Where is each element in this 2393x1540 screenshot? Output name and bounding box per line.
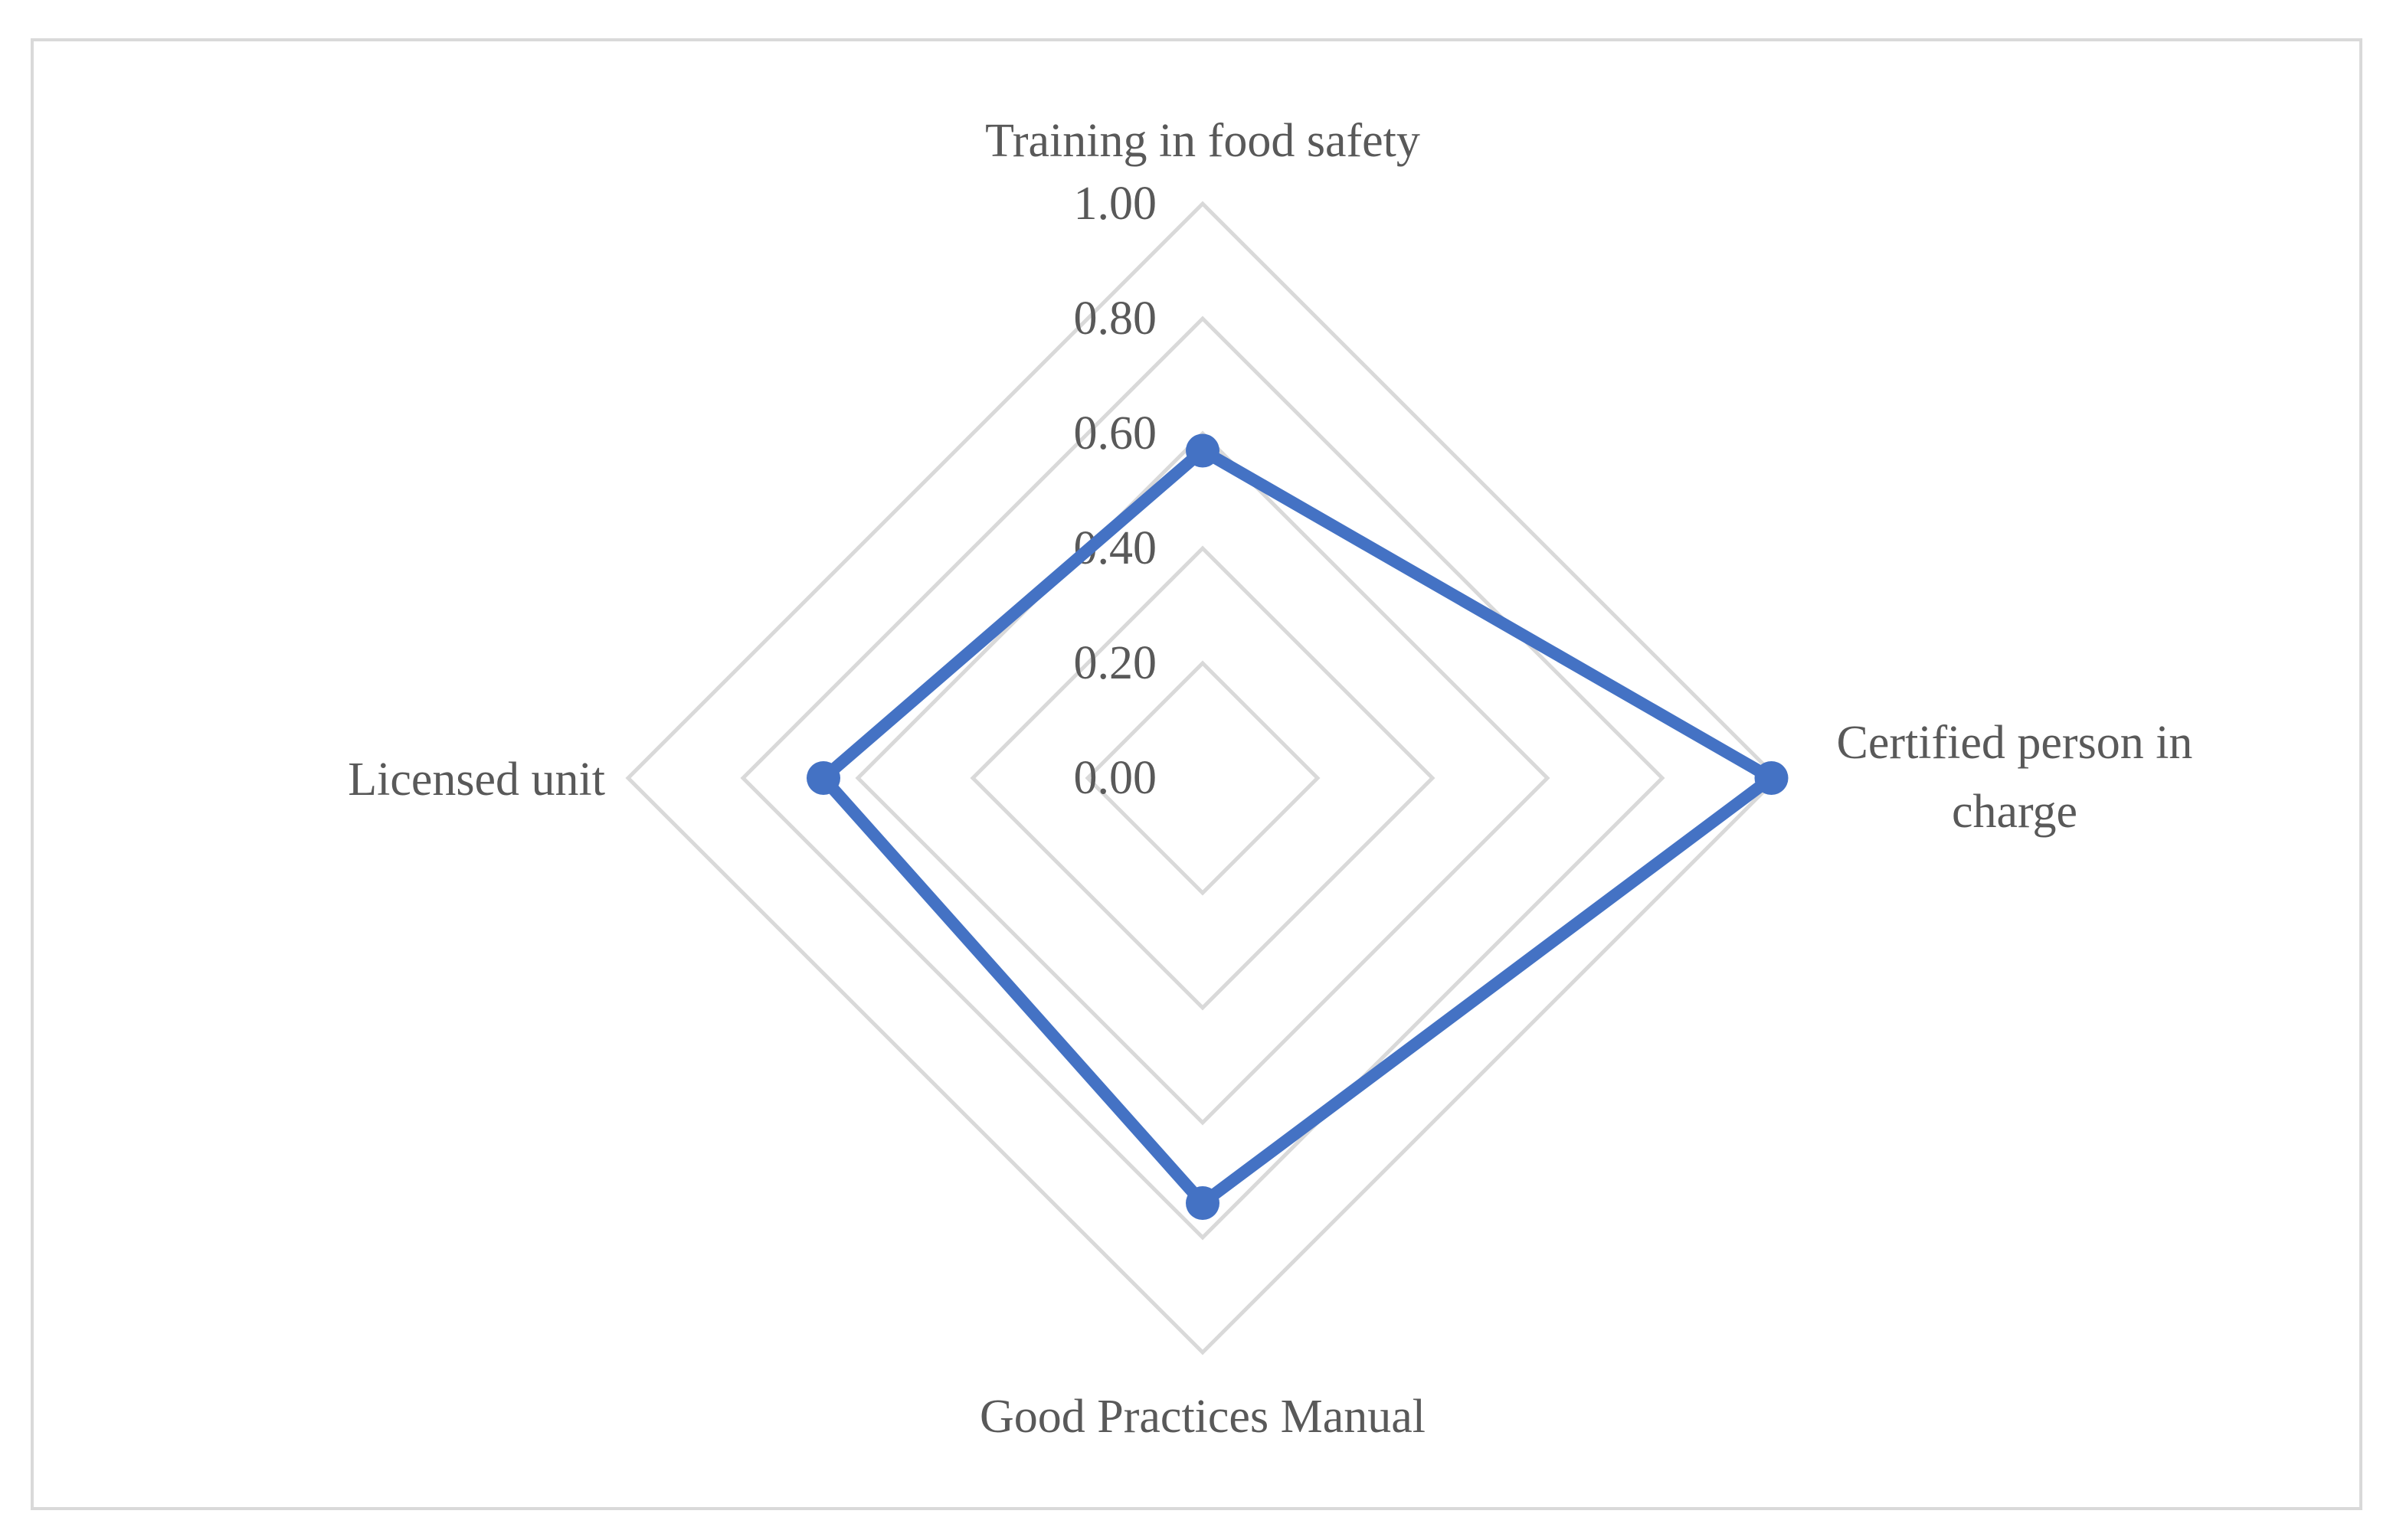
grid-ring bbox=[1085, 660, 1321, 896]
category-label: Licensed unit bbox=[348, 754, 605, 806]
data-point bbox=[1754, 761, 1789, 795]
grid-ring bbox=[970, 545, 1435, 1011]
series-line bbox=[817, 444, 1778, 1209]
grid-ring bbox=[625, 201, 1780, 1355]
tick-label: 0.20 bbox=[1074, 637, 1157, 689]
series-layer bbox=[807, 433, 1789, 1220]
data-point bbox=[1186, 433, 1219, 468]
radar-grid bbox=[625, 201, 1780, 1355]
category-label: Certified person in charge bbox=[1837, 717, 2193, 838]
chart-frame bbox=[31, 38, 2362, 1510]
grid-ring bbox=[855, 430, 1550, 1126]
data-point bbox=[807, 761, 840, 795]
tick-label: 0.80 bbox=[1074, 293, 1157, 345]
category-label: Good Practices Manual bbox=[980, 1391, 1426, 1443]
data-point bbox=[1186, 1186, 1219, 1220]
category-labels: Training in food safety Certified person … bbox=[348, 115, 2192, 1443]
tick-label: 0.00 bbox=[1074, 752, 1157, 804]
category-label: Training in food safety bbox=[985, 115, 1420, 167]
tick-label: 0.60 bbox=[1074, 407, 1157, 459]
tick-label: 1.00 bbox=[1074, 178, 1157, 230]
